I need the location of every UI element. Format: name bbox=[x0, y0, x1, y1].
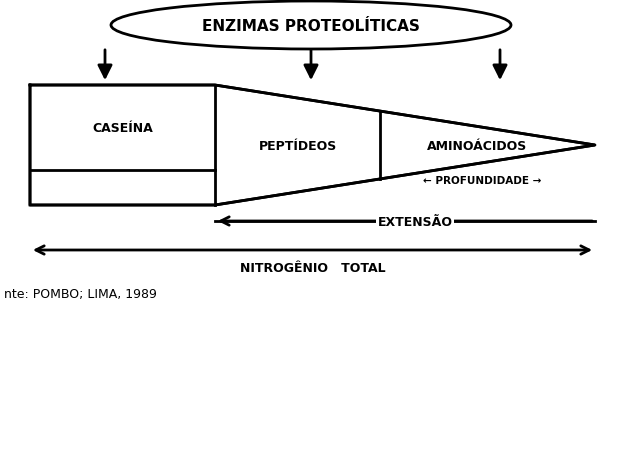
Text: NITROGÊNIO   TOTAL: NITROGÊNIO TOTAL bbox=[240, 261, 385, 274]
Text: AMINOÁCIDOS: AMINOÁCIDOS bbox=[427, 139, 528, 152]
Polygon shape bbox=[30, 86, 595, 206]
Text: ← PROFUNDIDADE →: ← PROFUNDIDADE → bbox=[423, 176, 541, 186]
Text: ENZIMAS PROTEOLÍTICAS: ENZIMAS PROTEOLÍTICAS bbox=[202, 19, 420, 33]
Text: EXTENSÃO: EXTENSÃO bbox=[378, 215, 452, 228]
Text: PEPTÍDEOS: PEPTÍDEOS bbox=[259, 139, 336, 152]
Text: CASEÍNA: CASEÍNA bbox=[92, 122, 153, 135]
Ellipse shape bbox=[111, 2, 511, 50]
Text: nte: POMBO; LIMA, 1989: nte: POMBO; LIMA, 1989 bbox=[4, 288, 157, 300]
